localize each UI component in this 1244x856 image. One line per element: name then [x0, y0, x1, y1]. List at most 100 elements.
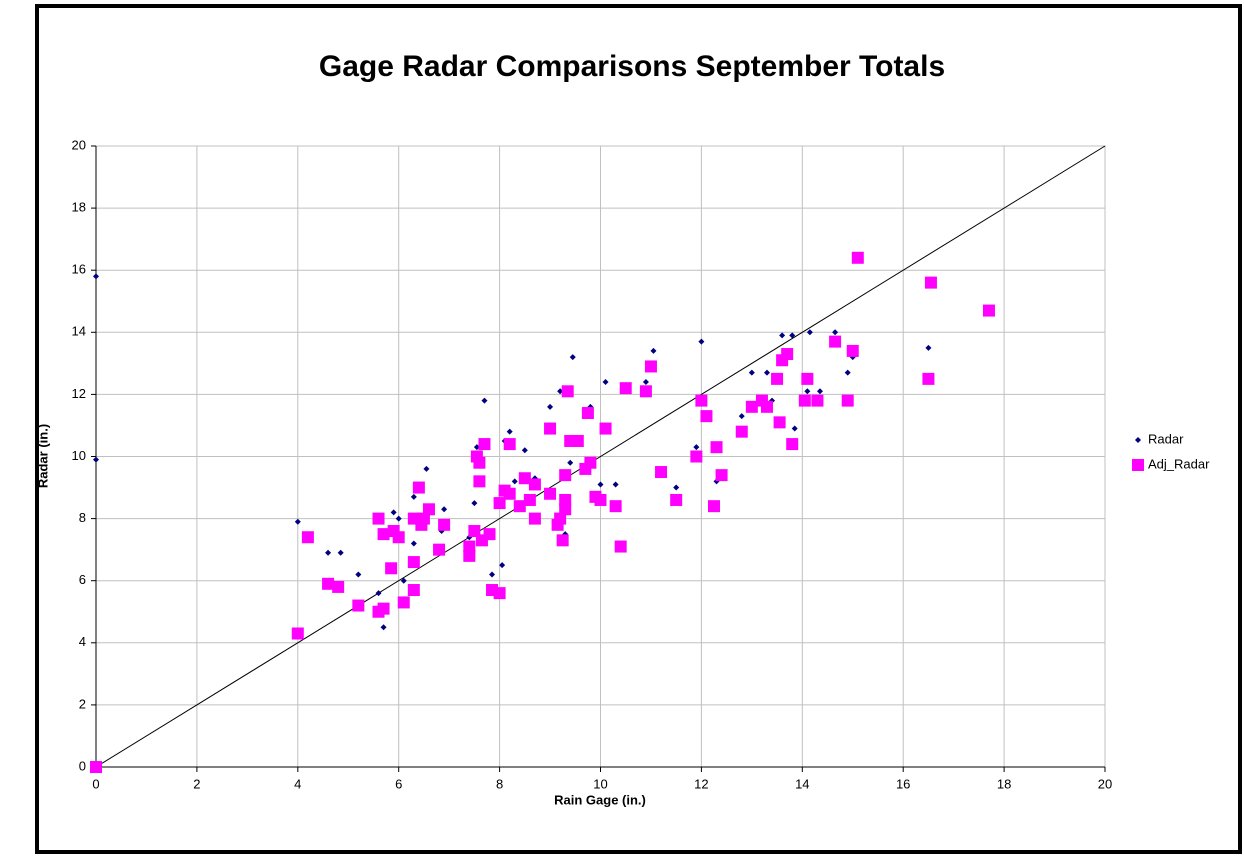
point	[559, 503, 572, 516]
point	[433, 543, 446, 556]
point	[655, 466, 668, 479]
point	[377, 602, 390, 615]
point	[513, 500, 526, 513]
point	[544, 422, 557, 435]
point	[832, 329, 839, 336]
point	[407, 584, 420, 597]
point	[478, 438, 491, 451]
point	[410, 493, 417, 500]
point	[690, 450, 703, 463]
point	[851, 251, 864, 264]
point	[599, 422, 612, 435]
point	[521, 447, 528, 454]
legend-label: Radar	[1148, 431, 1184, 446]
point	[846, 344, 859, 357]
point	[483, 528, 496, 541]
chart-title: Gage Radar Comparisons September Totals	[319, 50, 945, 83]
y-tick-label: 20	[72, 137, 86, 152]
point	[463, 540, 476, 553]
point	[695, 394, 708, 407]
y-tick-label: 0	[79, 758, 86, 773]
x-tick-label: 18	[997, 776, 1011, 791]
point	[602, 378, 609, 385]
point	[789, 332, 796, 339]
point	[352, 599, 365, 612]
point	[400, 577, 407, 584]
point	[804, 388, 811, 395]
point	[779, 332, 786, 339]
point	[841, 394, 854, 407]
point	[395, 515, 402, 522]
point	[816, 388, 823, 395]
point	[473, 456, 486, 469]
y-tick-label: 12	[72, 386, 86, 401]
point	[547, 403, 554, 410]
x-tick-label: 12	[694, 776, 708, 791]
point	[597, 481, 604, 488]
y-tick-label: 4	[79, 634, 86, 649]
point	[791, 425, 798, 432]
point	[614, 540, 627, 553]
point	[642, 378, 649, 385]
point	[412, 481, 425, 494]
y-tick-label: 18	[72, 200, 86, 215]
point	[561, 385, 574, 398]
point	[639, 385, 652, 398]
point	[392, 531, 405, 544]
point	[708, 500, 721, 513]
point	[481, 397, 488, 404]
point	[763, 369, 770, 376]
point	[544, 487, 557, 500]
point	[806, 329, 813, 336]
point	[422, 503, 435, 516]
y-tick-label: 14	[72, 324, 86, 339]
point	[337, 549, 344, 556]
point	[567, 459, 574, 466]
point	[700, 410, 713, 423]
point	[715, 469, 728, 482]
point	[528, 512, 541, 525]
point	[417, 512, 430, 525]
point	[355, 571, 362, 578]
point	[499, 562, 506, 569]
point	[503, 487, 516, 500]
point	[473, 475, 486, 488]
point	[982, 304, 995, 317]
point	[556, 534, 569, 547]
point	[773, 416, 786, 429]
reference-line	[95, 145, 1106, 768]
y-tick-label: 6	[79, 572, 86, 587]
point	[748, 369, 755, 376]
point	[786, 438, 799, 451]
point	[463, 549, 476, 562]
point	[735, 425, 748, 438]
point	[924, 276, 937, 289]
point	[489, 571, 496, 578]
point	[397, 596, 410, 609]
point	[506, 428, 513, 435]
point	[322, 577, 335, 590]
point	[698, 338, 705, 345]
point	[559, 493, 572, 506]
point	[670, 493, 683, 506]
x-tick-label: 14	[795, 776, 809, 791]
point	[410, 540, 417, 547]
point	[738, 413, 745, 420]
x-tick-label: 4	[294, 776, 301, 791]
x-tick-label: 8	[496, 776, 503, 791]
point	[557, 388, 564, 395]
point	[571, 434, 584, 447]
point	[801, 372, 814, 385]
x-axis-label: Rain Gage (in.)	[554, 792, 646, 807]
legend-label: Adj_Radar	[1148, 456, 1210, 471]
point	[493, 587, 506, 600]
point	[372, 512, 385, 525]
point	[294, 518, 301, 525]
point	[473, 444, 480, 451]
point	[811, 394, 824, 407]
x-tick-label: 20	[1098, 776, 1112, 791]
point	[407, 556, 420, 569]
point	[829, 335, 842, 348]
point	[612, 481, 619, 488]
